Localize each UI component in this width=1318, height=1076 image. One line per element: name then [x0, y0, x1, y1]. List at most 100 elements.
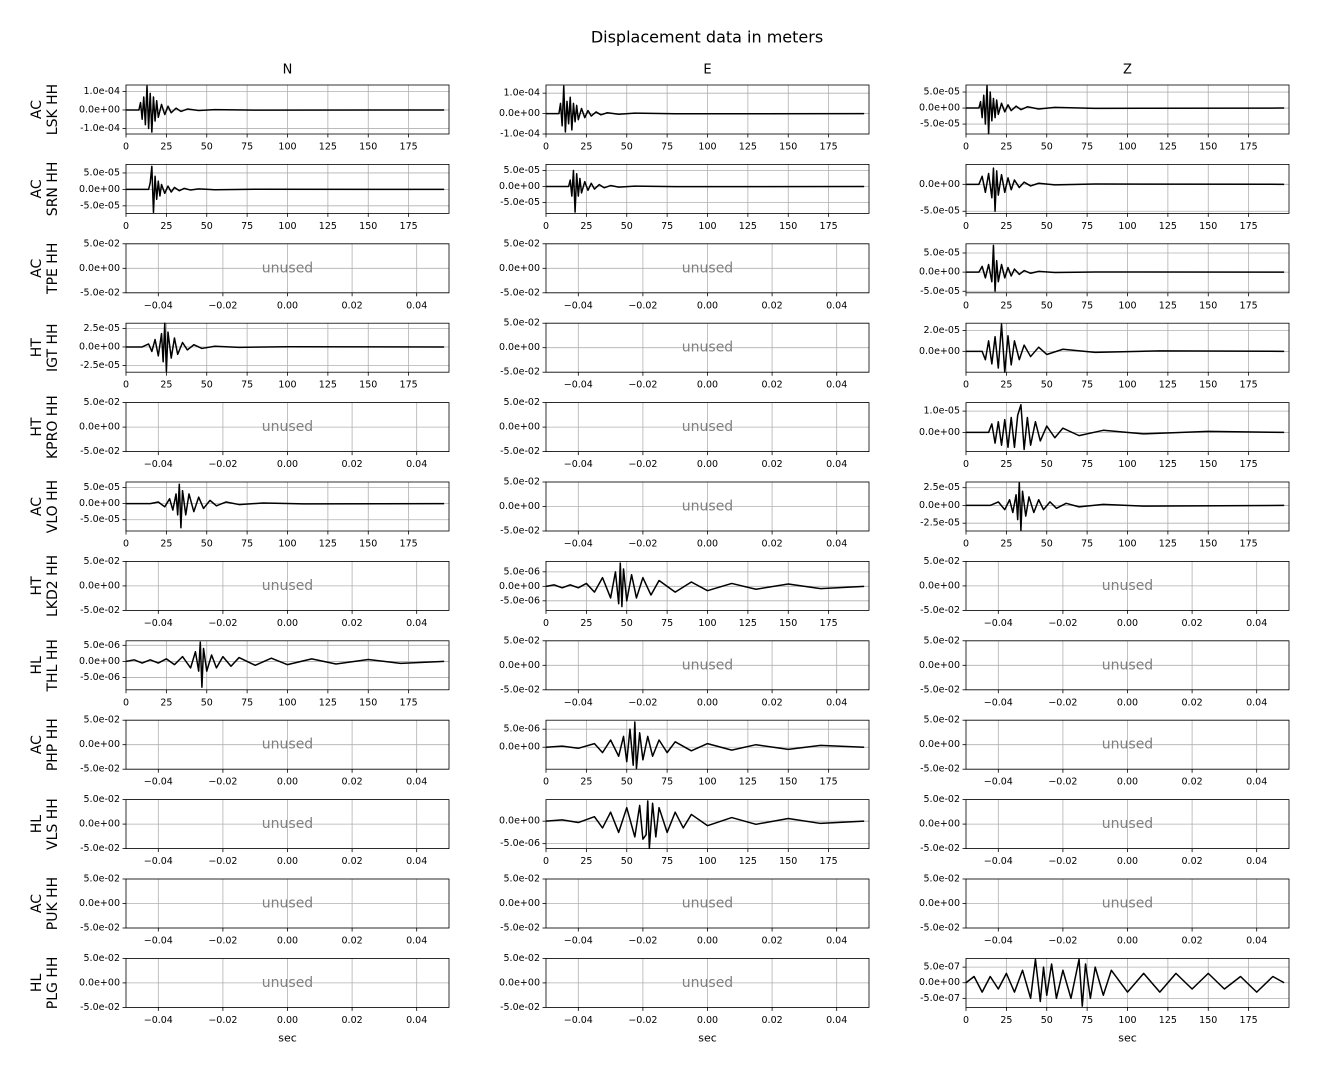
trace [545, 562, 865, 608]
x-tick-label: 75 [1081, 1015, 1093, 1026]
x-tick-label: 175 [400, 539, 418, 550]
x-tick-label: 125 [319, 380, 337, 391]
x-tick-label: 75 [1081, 142, 1093, 153]
x-tick-label: −0.02 [208, 1015, 237, 1026]
annotation: unused [682, 340, 733, 356]
annotation: unused [1102, 737, 1153, 753]
x-tick-label: 0 [123, 142, 129, 153]
trace [966, 403, 1285, 451]
x-tick-label: −0.02 [628, 300, 657, 311]
x-tick-label: −0.04 [144, 777, 173, 788]
x-tick-label: 25 [160, 539, 172, 550]
x-tick-label: 125 [1159, 300, 1177, 311]
y-axis-label: PUK HH [45, 877, 61, 930]
x-axis-label: sec [1118, 1031, 1137, 1044]
x-tick-label: 0 [963, 459, 969, 470]
annotation: unused [262, 737, 313, 753]
y-axis-label: HT [29, 576, 45, 596]
x-tick-label: 125 [739, 142, 757, 153]
y-tick-label: 0.0e+00 [79, 580, 120, 591]
x-tick-label: −0.02 [628, 697, 657, 708]
x-tick-label: 0 [543, 221, 549, 232]
y-tick-label: 0.0e+00 [499, 660, 540, 671]
x-tick-label: 150 [779, 142, 797, 153]
x-tick-label: 0.00 [1117, 777, 1138, 788]
y-tick-label: 2.5e-05 [924, 482, 960, 493]
y-tick-label: 5.0e-02 [504, 635, 540, 646]
axes-frame [545, 719, 870, 770]
y-tick-label: 0.0e+00 [499, 581, 540, 592]
x-tick-label: 75 [241, 539, 253, 550]
axes-frame [545, 640, 870, 691]
x-tick-label: 0.00 [1117, 856, 1138, 867]
x-tick-label: 50 [621, 221, 633, 232]
x-tick-label: 0.00 [1117, 936, 1138, 947]
x-tick-label: 0.02 [342, 1015, 363, 1026]
x-tick-label: 175 [1240, 380, 1258, 391]
x-tick-label: 50 [1041, 300, 1053, 311]
y-tick-label: 0.0e+00 [919, 580, 960, 591]
x-tick-label: 0.00 [1117, 697, 1138, 708]
y-tick-label: 5.0e-02 [504, 238, 540, 249]
annotation: unused [262, 816, 313, 832]
x-tick-label: 50 [1041, 142, 1053, 153]
x-tick-label: −0.04 [564, 1015, 593, 1026]
x-tick-label: 175 [820, 777, 838, 788]
y-tick-label: 0.0e+00 [79, 898, 120, 909]
x-tick-label: 25 [1000, 539, 1012, 550]
axes-frame [125, 84, 450, 135]
trace [966, 244, 1285, 293]
x-tick-label: 25 [160, 221, 172, 232]
x-tick-label: −0.04 [984, 936, 1013, 947]
y-axis-label: PHP HH [45, 718, 61, 771]
x-tick-label: 150 [779, 618, 797, 629]
x-tick-label: 175 [1240, 1015, 1258, 1026]
x-tick-label: 75 [1081, 221, 1093, 232]
y-tick-label: 0.0e+00 [919, 739, 960, 750]
x-tick-label: 150 [359, 539, 377, 550]
y-tick-label: 0.0e+00 [79, 498, 120, 509]
x-tick-label: 125 [1159, 1015, 1177, 1026]
trace [965, 958, 1285, 1007]
y-tick-label: 0.0e+00 [499, 501, 540, 512]
axes-frame [125, 719, 450, 770]
x-tick-label: 50 [1041, 459, 1053, 470]
x-tick-label: 25 [1000, 380, 1012, 391]
x-tick-label: −0.04 [144, 300, 173, 311]
y-tick-label: -5.0e-02 [920, 684, 960, 695]
x-tick-label: 75 [661, 221, 673, 232]
y-axis-label: KPRO HH [45, 395, 61, 459]
x-tick-label: 125 [739, 221, 757, 232]
x-tick-label: 125 [1159, 221, 1177, 232]
y-axis-label: HT [29, 417, 45, 437]
y-tick-label: 0.0e+00 [499, 742, 540, 753]
x-tick-label: 150 [1199, 221, 1217, 232]
y-tick-label: 5.0e-02 [504, 477, 540, 488]
x-tick-label: 0.02 [342, 856, 363, 867]
x-tick-label: 25 [580, 777, 592, 788]
x-tick-label: 0.00 [277, 777, 298, 788]
x-tick-label: −0.02 [208, 300, 237, 311]
x-tick-label: 125 [319, 539, 337, 550]
x-tick-label: 0.02 [1182, 777, 1203, 788]
axes-frame [965, 719, 1290, 770]
annotation: unused [682, 260, 733, 276]
x-tick-label: 0.04 [1246, 936, 1267, 947]
y-tick-label: 5.0e-05 [924, 87, 960, 98]
x-tick-label: 0.04 [826, 459, 847, 470]
x-tick-label: 125 [1159, 142, 1177, 153]
column-title: N [283, 63, 293, 78]
axes-frame [125, 322, 450, 373]
x-tick-label: 125 [1159, 539, 1177, 550]
trace [545, 721, 865, 770]
trace [126, 483, 445, 529]
x-tick-label: 0.04 [826, 697, 847, 708]
y-tick-label: -5.0e-02 [920, 764, 960, 775]
x-tick-label: 0.02 [1182, 856, 1203, 867]
x-tick-label: 0 [963, 221, 969, 232]
x-tick-label: −0.02 [208, 777, 237, 788]
annotation: unused [682, 975, 733, 991]
x-tick-label: 150 [359, 380, 377, 391]
x-tick-label: −0.04 [144, 936, 173, 947]
x-tick-label: 100 [1118, 539, 1136, 550]
